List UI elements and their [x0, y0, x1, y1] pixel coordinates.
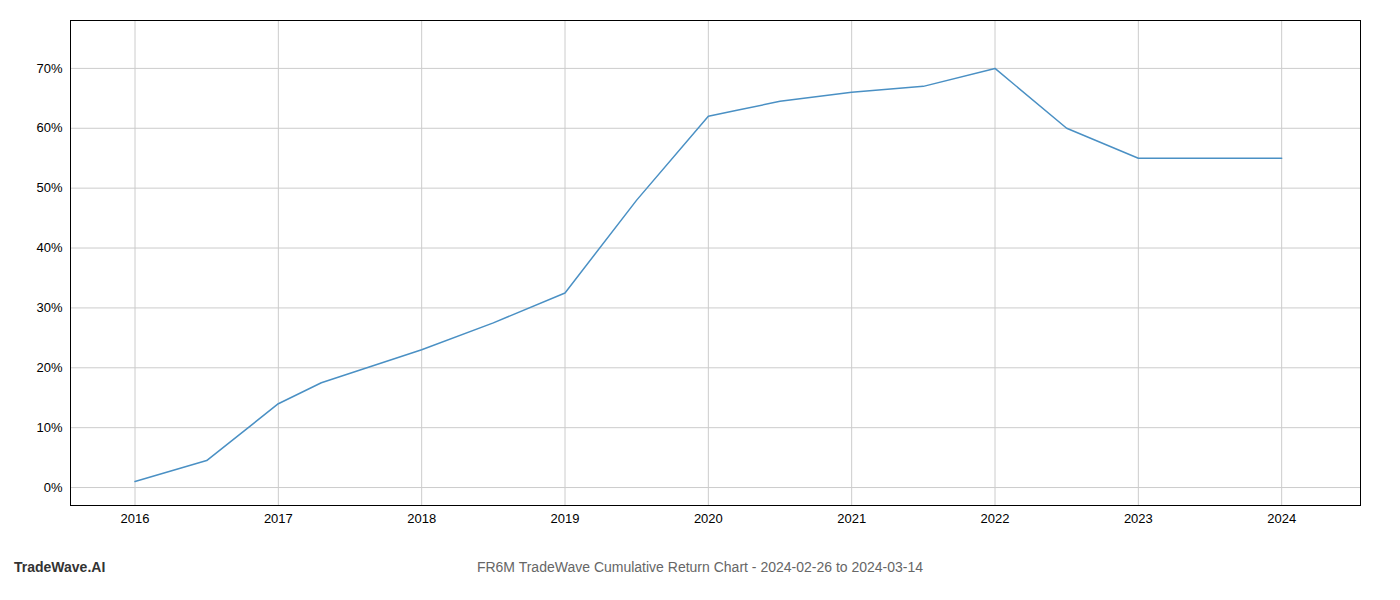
svg-text:40%: 40%	[36, 240, 62, 255]
svg-text:10%: 10%	[36, 420, 62, 435]
svg-text:30%: 30%	[36, 300, 62, 315]
svg-text:2024: 2024	[1267, 511, 1296, 526]
svg-text:2016: 2016	[121, 511, 150, 526]
svg-text:2018: 2018	[407, 511, 436, 526]
html-text:FR6M TradeWave Cumulative Retu: FR6M TradeWave Cumulative Return Chart -…	[476, 559, 924, 575]
html-text:TradeWave.AI: TradeWave.AI	[14, 559, 106, 575]
svg-text:2019: 2019	[551, 511, 580, 526]
svg-text:2022: 2022	[981, 511, 1010, 526]
svg-text:50%: 50%	[36, 180, 62, 195]
svg-text:2021: 2021	[837, 511, 866, 526]
svg-text:70%: 70%	[36, 61, 62, 76]
svg-text:2017: 2017	[264, 511, 293, 526]
svg-text:0%: 0%	[44, 480, 63, 495]
svg-text:2020: 2020	[694, 511, 723, 526]
svg-text:60%: 60%	[36, 120, 62, 135]
svg-text:20%: 20%	[36, 360, 62, 375]
svg-text:2023: 2023	[1124, 511, 1153, 526]
